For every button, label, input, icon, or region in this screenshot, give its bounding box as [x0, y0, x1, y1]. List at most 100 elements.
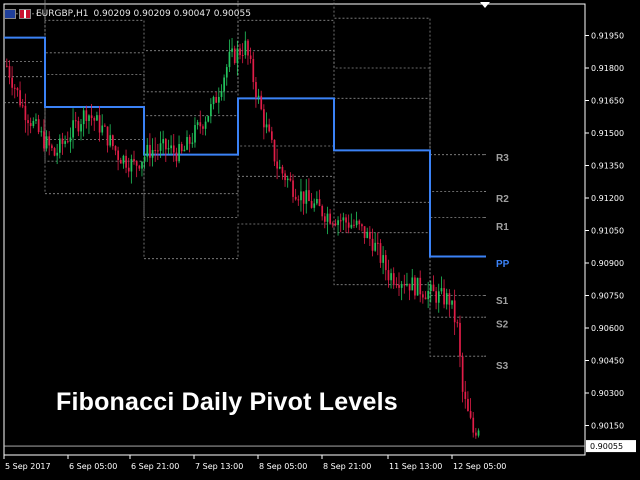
candle-body: [114, 146, 117, 151]
candle: [459, 315, 461, 368]
candles-group: [6, 31, 480, 439]
x-tick-label: 6 Sep 21:00: [131, 462, 179, 471]
candle: [355, 211, 358, 228]
candle-body: [419, 277, 422, 295]
candle-body: [400, 284, 403, 288]
candle-body: [276, 161, 278, 169]
candle: [220, 84, 223, 101]
candle-body: [424, 297, 427, 300]
candle: [337, 216, 339, 236]
candle-body: [45, 136, 48, 149]
candle: [64, 135, 66, 148]
candle: [443, 279, 445, 309]
candle-body: [305, 190, 308, 204]
candle-body: [292, 180, 294, 197]
candle-body: [472, 417, 475, 433]
candle: [241, 43, 244, 64]
candle: [199, 110, 202, 134]
candle-body: [162, 138, 165, 144]
candle-body: [180, 144, 183, 152]
candle: [188, 134, 191, 153]
candle: [117, 146, 119, 171]
candle-body: [236, 48, 239, 64]
candle-body: [408, 283, 411, 291]
candle-body: [24, 105, 27, 121]
candle-body: [138, 165, 141, 169]
candle-body: [281, 166, 284, 174]
candle: [43, 119, 45, 152]
candle: [183, 145, 186, 152]
candle-body: [324, 216, 326, 222]
candle: [265, 112, 268, 134]
candle: [162, 130, 165, 155]
candle: [292, 174, 294, 203]
candle-body: [170, 145, 172, 149]
candle: [180, 141, 183, 154]
candle: [59, 134, 61, 159]
level-label-s3: S3: [496, 361, 509, 372]
candle-body: [143, 156, 146, 162]
candle: [106, 126, 109, 153]
candle-body: [98, 115, 101, 133]
x-tick-label: 8 Sep 05:00: [259, 462, 307, 471]
candle: [408, 283, 411, 301]
candle: [427, 281, 430, 309]
chart-shift-arrow-icon[interactable]: [480, 2, 490, 8]
candle-body: [51, 145, 53, 149]
candle: [276, 148, 278, 180]
fib-level-r2: [44, 0, 486, 192]
candle-body: [135, 161, 138, 166]
y-tick-label: 0.90150: [591, 422, 624, 431]
candle: [170, 135, 172, 155]
candle-body: [347, 222, 350, 228]
candle-body: [186, 137, 188, 150]
candle-body: [27, 120, 29, 124]
candle-body: [318, 198, 321, 207]
candle-body: [475, 432, 477, 436]
candle: [6, 58, 8, 68]
candle: [29, 117, 32, 134]
candle-body: [477, 430, 480, 436]
candle: [104, 123, 106, 128]
candle-body: [127, 167, 130, 172]
candle: [461, 352, 464, 403]
candle: [130, 154, 133, 184]
y-tick-label: 0.91200: [591, 194, 624, 203]
candle: [437, 283, 440, 313]
symbol-timeframe: EURGBP,H1: [36, 9, 89, 19]
candle-body: [308, 190, 310, 201]
candle-body: [165, 138, 167, 150]
candle-body: [104, 125, 106, 127]
candle-body: [435, 291, 437, 303]
candle-body: [300, 191, 302, 201]
candle: [239, 43, 241, 60]
candle: [273, 139, 276, 167]
candle-body: [448, 293, 451, 305]
candle-body: [377, 242, 379, 244]
candle-body: [337, 220, 339, 226]
candle: [260, 90, 263, 111]
candle: [414, 275, 416, 300]
candle-body: [35, 119, 37, 121]
candle-body: [459, 322, 461, 357]
candle-body: [384, 255, 387, 271]
candle: [252, 51, 255, 90]
candle-body: [146, 144, 149, 157]
candle: [16, 87, 19, 97]
candle-body: [66, 141, 69, 143]
candle: [271, 126, 273, 144]
candle-body: [133, 159, 135, 162]
candle-body: [167, 148, 170, 150]
candle-body: [334, 223, 337, 226]
candle-body: [220, 91, 223, 97]
candle: [85, 105, 88, 129]
candle-body: [387, 270, 390, 281]
candle-body: [289, 178, 292, 181]
candle-body: [80, 124, 82, 132]
candle-body: [403, 284, 406, 286]
candle: [159, 131, 162, 158]
candle: [305, 179, 308, 214]
current-price-tag: [586, 440, 636, 453]
